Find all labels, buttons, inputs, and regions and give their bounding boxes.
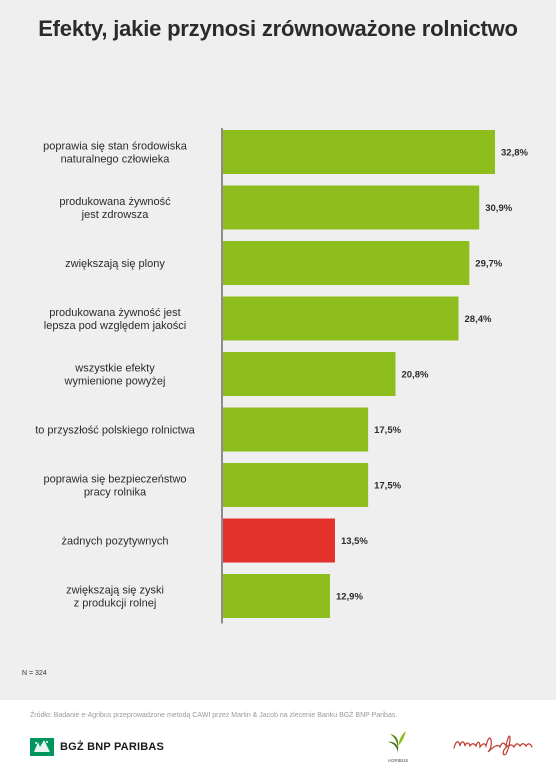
bar-5	[223, 352, 396, 396]
category-label-line: produkowana żywność	[59, 196, 171, 208]
bar-4	[223, 296, 459, 341]
footer	[0, 700, 556, 768]
data-label-2: 30,9%	[485, 203, 512, 214]
category-label-line: to przyszłość polskiego rolnictwa	[35, 425, 195, 437]
data-label-3: 29,7%	[475, 259, 502, 270]
category-label-line: pracy rolnika	[84, 487, 147, 499]
category-label-2: produkowana żywność jest zdrowsza	[59, 196, 171, 221]
data-label-6: 17,5%	[374, 425, 401, 436]
leaf-icon	[388, 731, 406, 753]
agribus-logo: AGRIBUS	[386, 728, 410, 763]
bar-1	[223, 130, 495, 174]
sample-size-note: N = 324	[22, 670, 47, 677]
bar-7	[223, 463, 369, 507]
category-label-8: żadnych pozytywnych	[62, 536, 169, 548]
category-label-line: poprawia się bezpieczeństwo	[43, 474, 186, 486]
category-label-7: poprawia się bezpieczeństwo pracy rolnika	[43, 474, 186, 499]
category-label-line: jest zdrowsza	[81, 209, 150, 221]
category-label-line: wymienione powyżej	[64, 376, 166, 388]
category-label-9: zwiększają się zyski z produkcji rolnej	[66, 585, 164, 610]
category-label-1: poprawia się stan środowiska naturalnego …	[43, 141, 188, 166]
category-label-4: produkowana żywność jest lepsza pod wzglę…	[44, 307, 186, 332]
category-label-line: poprawia się stan środowiska	[43, 141, 188, 153]
category-label-line: zwiększają się zyski	[66, 585, 164, 597]
category-label-line: produkowana żywność jest	[49, 307, 180, 319]
category-label-line: zwiększają się plony	[65, 258, 165, 270]
bar-chart: 32,8% poprawia się stan środowiska natural…	[35, 128, 528, 624]
data-label-9: 12,9%	[336, 592, 363, 603]
category-label-line: wszystkie efekty	[74, 363, 155, 375]
signature-logo	[453, 735, 533, 756]
category-label-3: zwiększają się plony	[65, 258, 165, 270]
category-label-line: lepsza pod względem jakości	[44, 320, 186, 332]
bar-6	[223, 407, 369, 452]
chart-title: Efekty, jakie przynosi zrównoważone roln…	[38, 16, 518, 41]
bnp-logo-text: BGŻ BNP PARIBAS	[60, 741, 165, 753]
data-label-7: 17,5%	[374, 481, 401, 492]
data-label-4: 28,4%	[465, 314, 492, 325]
category-label-line: z produkcji rolnej	[74, 598, 157, 610]
bnp-stars-icon	[30, 738, 54, 756]
data-label-8: 13,5%	[341, 536, 368, 547]
category-label-line: żadnych pozytywnych	[62, 536, 169, 548]
category-label-line: naturalnego człowieka	[61, 154, 171, 166]
category-label-5: wszystkie efekty wymienione powyżej	[64, 363, 166, 388]
data-label-1: 32,8%	[501, 148, 528, 159]
source-note: Źródło: Badanie e-Agribus przeprowadzone…	[30, 712, 398, 719]
agribus-logo-text: AGRIBUS	[387, 758, 409, 763]
bgz-bnp-paribas-logo: BGŻ BNP PARIBAS	[30, 738, 164, 756]
bar-9	[223, 574, 330, 618]
data-label-5: 20,8%	[401, 370, 428, 381]
bar-3	[223, 241, 470, 285]
martin-jacob-logo	[450, 730, 540, 763]
bar-2	[223, 185, 480, 230]
bar-8	[223, 518, 335, 563]
category-label-6: to przyszłość polskiego rolnictwa	[35, 425, 195, 437]
